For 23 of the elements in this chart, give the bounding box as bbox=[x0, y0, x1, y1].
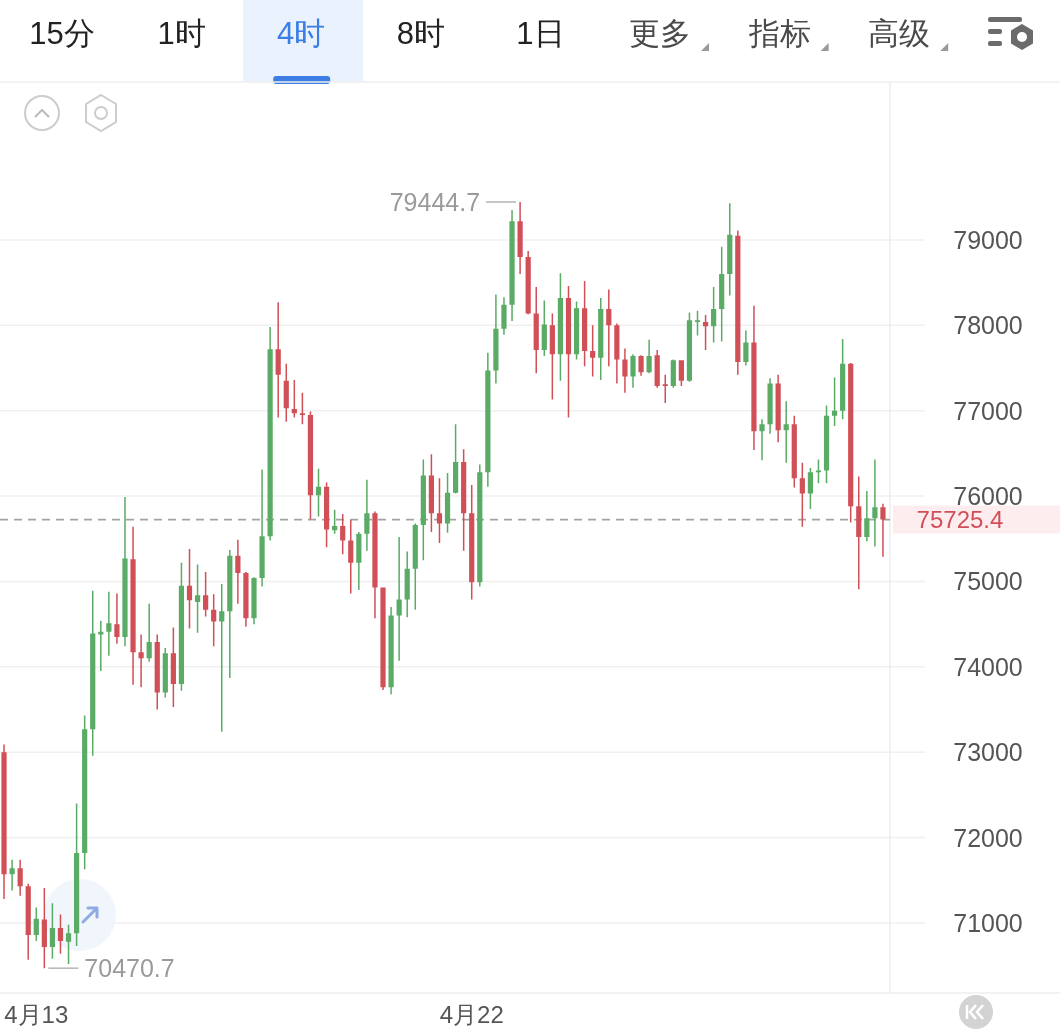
x-tick-label: 4月22 bbox=[439, 1000, 504, 1028]
x-tick-label: 4月13 bbox=[4, 1000, 69, 1028]
tab-label: 8时 bbox=[396, 15, 445, 51]
y-tick-label: 73000 bbox=[953, 738, 1023, 767]
tab-label: 15分 bbox=[29, 15, 95, 51]
tab-label: 指标 bbox=[748, 15, 811, 51]
y-tick-label: 79000 bbox=[953, 225, 1023, 254]
tab-label: 高级 bbox=[868, 15, 931, 51]
tab-selected: 4时 bbox=[243, 0, 364, 84]
y-tick-label: 71000 bbox=[953, 908, 1023, 937]
tab-label: 更多 bbox=[629, 15, 691, 51]
y-tick-label: 77000 bbox=[953, 396, 1023, 425]
y-tick-label: 78000 bbox=[953, 311, 1023, 340]
y-tick-label: 72000 bbox=[953, 823, 1023, 852]
tab-label: 1时 bbox=[157, 15, 206, 51]
y-tick-label: 75000 bbox=[953, 567, 1023, 596]
tab-label: 1日 bbox=[516, 15, 565, 51]
annotation: 70470.7 bbox=[84, 954, 175, 983]
extreme-note: 79444.7 bbox=[389, 188, 517, 216]
ref-line-label: 75725.4 bbox=[893, 505, 1060, 534]
y-tick-label: 74000 bbox=[953, 652, 1023, 681]
annotation: 79444.7 bbox=[389, 187, 481, 216]
extreme-note: 70470.7 bbox=[47, 954, 175, 983]
